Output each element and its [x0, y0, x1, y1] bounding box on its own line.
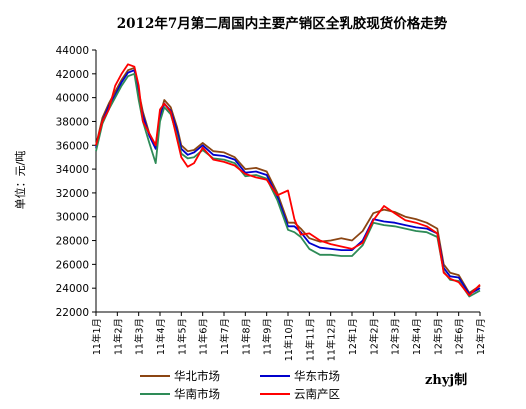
- series-line-云南产区: [95, 63, 481, 297]
- x-tick-label: 11年10月: [283, 318, 295, 361]
- y-tick-label: 44000: [56, 45, 89, 57]
- plot-frame: [95, 50, 480, 313]
- signature-text: zhyj制: [425, 372, 467, 388]
- y-tick-label: 22000: [56, 307, 89, 319]
- y-tick-label: 28000: [56, 236, 89, 248]
- x-tick-label: 11年5月: [176, 318, 188, 355]
- x-tick-label: 12年6月: [454, 318, 466, 355]
- legend-label: 华南市场: [174, 387, 220, 401]
- x-tick-label: 12年5月: [432, 318, 444, 355]
- x-tick-label: 11年4月: [155, 318, 167, 355]
- x-tick-label: 11年11月: [304, 318, 316, 361]
- y-axis-label: 单位：元/吨: [13, 151, 27, 210]
- series-line-华东市场: [95, 69, 481, 296]
- x-tick-label: 11年12月: [326, 318, 338, 361]
- chart-title: 2012年7月第二周国内主要产销区全乳胶现货价格走势: [117, 15, 448, 32]
- y-tick-label: 40000: [56, 93, 89, 105]
- series-line-华南市场: [95, 72, 481, 298]
- x-tick-label: 11年8月: [240, 318, 252, 355]
- y-tick-label: 24000: [56, 283, 89, 295]
- y-tick-label: 32000: [56, 188, 89, 200]
- y-tick-label: 34000: [56, 164, 89, 176]
- x-tick-label: 11年3月: [134, 318, 146, 355]
- x-tick-label: 12年3月: [390, 318, 402, 355]
- x-tick-label: 11年9月: [262, 318, 274, 355]
- legend-label: 华东市场: [294, 369, 340, 383]
- x-tick-label: 11年7月: [219, 318, 231, 355]
- x-tick-label: 12年7月: [475, 318, 487, 355]
- x-tick-label: 12年2月: [368, 318, 380, 355]
- x-axis-ticks: 11年1月 11年2月 11年3月 11年4月 11年5月 11年6月 11年7月 11年8月…: [91, 312, 487, 361]
- y-tick-label: 36000: [56, 140, 89, 152]
- x-tick-label: 11年1月: [91, 318, 103, 355]
- y-tick-label: 30000: [56, 212, 89, 224]
- legend-label: 云南产区: [294, 387, 340, 401]
- legend-label: 华北市场: [174, 369, 220, 383]
- x-tick-label: 12年1月: [347, 318, 359, 355]
- series-line-华北市场: [95, 67, 481, 294]
- series-lines: [95, 63, 481, 298]
- y-axis-ticks: 22000 24000 26000 28000 30000 32000 34000 36000…: [56, 45, 96, 319]
- y-tick-label: 26000: [56, 259, 89, 271]
- x-tick-label: 11年6月: [198, 318, 210, 355]
- x-tick-label: 11年2月: [112, 318, 124, 355]
- x-tick-label: 12年4月: [411, 318, 423, 355]
- y-tick-label: 42000: [56, 69, 89, 81]
- y-tick-label: 38000: [56, 116, 89, 128]
